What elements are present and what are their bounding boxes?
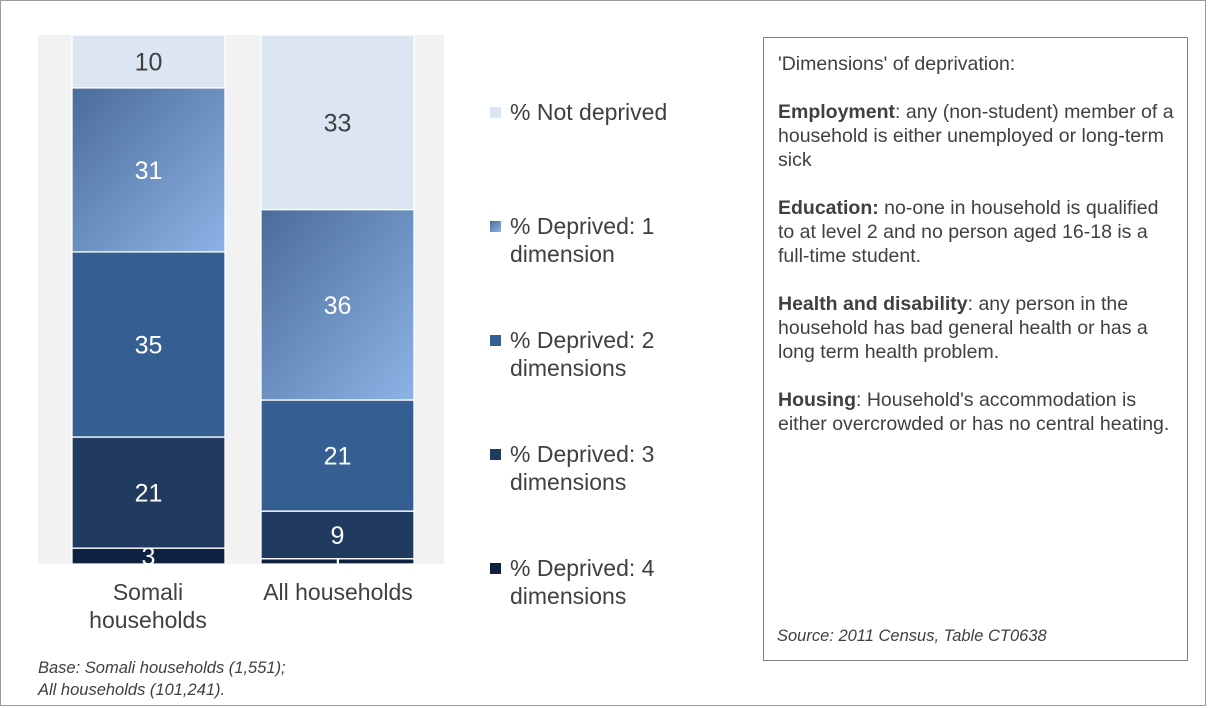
data-label: 3 bbox=[142, 543, 156, 571]
data-label: 9 bbox=[331, 522, 345, 550]
legend-item-deprived-1-dimension: % Deprived: 1 dimension bbox=[490, 212, 740, 268]
info-item-education: Education: no-one in household is qualif… bbox=[778, 196, 1175, 268]
data-label: 31 bbox=[135, 157, 163, 185]
info-term: Health and disability bbox=[778, 293, 968, 315]
legend-label: % Not deprived bbox=[490, 98, 740, 126]
legend-label-line: dimensions bbox=[510, 469, 627, 495]
data-label: 36 bbox=[324, 292, 352, 320]
info-box-heading: 'Dimensions' of deprivation: bbox=[778, 53, 1016, 75]
legend-item-deprived-4-dimensions: % Deprived: 4 dimensions bbox=[490, 554, 740, 610]
category-label-line: Somali bbox=[113, 579, 183, 605]
legend-label: % Deprived: 2 dimensions bbox=[490, 326, 740, 382]
base-note: Base: Somali households (1,551); All hou… bbox=[38, 657, 286, 701]
info-item-employment: Employment: any (non-student) member of … bbox=[778, 100, 1175, 172]
info-term: Education: bbox=[778, 197, 879, 219]
source-note: Source: 2011 Census, Table CT0638 bbox=[777, 627, 1047, 645]
legend-swatch bbox=[490, 221, 501, 232]
info-item-housing: Housing: Household's accommodation is ei… bbox=[778, 388, 1175, 436]
bar-segment-all-households-deprived-3-dimensions bbox=[260, 510, 415, 560]
legend-item-deprived-2-dimensions: % Deprived: 2 dimensions bbox=[490, 326, 740, 382]
legend-label: % Deprived: 4 dimensions bbox=[490, 554, 740, 610]
info-term-sep: : bbox=[856, 389, 862, 411]
data-label: 21 bbox=[135, 480, 163, 508]
legend-label-line: dimension bbox=[510, 241, 615, 267]
info-text: any person in the household has bad gene… bbox=[778, 293, 1148, 363]
data-label: 10 bbox=[135, 48, 163, 76]
base-note-line: All households (101,241). bbox=[38, 681, 226, 699]
legend-item-deprived-3-dimensions: % Deprived: 3 dimensions bbox=[490, 440, 740, 496]
legend-label-line: % Deprived: 1 bbox=[510, 213, 655, 239]
data-label: 35 bbox=[135, 331, 163, 359]
legend-label: % Deprived: 1 dimension bbox=[490, 212, 740, 268]
bar-segment-all-households-deprived-2-dimensions bbox=[260, 399, 415, 512]
category-label-all-households: All households bbox=[263, 579, 413, 605]
info-text: Household's accommodation is either over… bbox=[778, 389, 1170, 435]
legend-label-line: % Not deprived bbox=[510, 99, 668, 125]
info-text: any (non-student) member of a household … bbox=[778, 101, 1174, 171]
base-note-line: Base: Somali households (1,551); bbox=[38, 659, 286, 677]
category-label-line: All households bbox=[263, 579, 413, 605]
info-term-sep: : bbox=[895, 101, 901, 123]
bar-segment-all-households-deprived-1-dimension bbox=[260, 208, 415, 401]
legend-label: % Deprived: 3 dimensions bbox=[490, 440, 740, 496]
legend-swatch bbox=[490, 107, 501, 118]
bar-segment-all-households-not-deprived bbox=[260, 34, 415, 211]
legend-label-line: % Deprived: 2 bbox=[510, 327, 655, 353]
legend-label-line: % Deprived: 3 bbox=[510, 441, 655, 467]
legend-swatch bbox=[490, 335, 501, 346]
category-label-somali-households: Somali households bbox=[89, 579, 207, 633]
bar-segment-somali-households-not-deprived bbox=[71, 34, 226, 89]
legend-swatch bbox=[490, 563, 501, 574]
data-label: 33 bbox=[324, 109, 352, 137]
legend-label-line: dimensions bbox=[510, 583, 627, 609]
deprivation-dimensions-box: 'Dimensions' of deprivation: Employment:… bbox=[763, 37, 1188, 661]
data-label: 21 bbox=[324, 443, 352, 471]
legend-swatch bbox=[490, 449, 501, 460]
bar-segment-somali-households-deprived-1-dimension bbox=[71, 87, 226, 253]
info-term: Employment bbox=[778, 101, 896, 123]
info-term-sep: : bbox=[967, 293, 974, 315]
info-text: no-one in household is qualified to at l… bbox=[778, 197, 1159, 267]
bar-segment-somali-households-deprived-2-dimensions bbox=[71, 251, 226, 438]
category-label-line: households bbox=[89, 607, 207, 633]
bar-segment-somali-households-deprived-3-dimensions bbox=[71, 436, 226, 549]
info-term: Housing bbox=[778, 389, 856, 411]
info-item-health: Health and disability: any person in the… bbox=[778, 292, 1175, 364]
legend-label-line: dimensions bbox=[510, 355, 627, 381]
legend-item-not-deprived: % Not deprived bbox=[490, 98, 740, 126]
legend-label-line: % Deprived: 4 bbox=[510, 555, 655, 581]
